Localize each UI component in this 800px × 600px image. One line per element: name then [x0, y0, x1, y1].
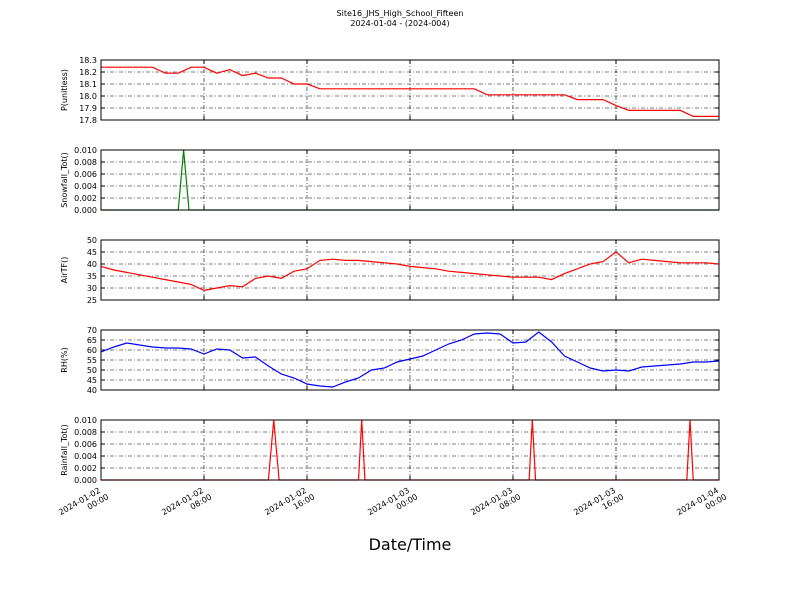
y-tick-label: 35	[87, 272, 97, 281]
y-tick-label: 17.8	[79, 116, 97, 125]
y-tick-label: 65	[87, 336, 97, 345]
data-line	[100, 331, 720, 388]
y-tick-label: 0.008	[74, 428, 97, 437]
plot-frame	[100, 329, 720, 391]
y-tick-label: 18.2	[79, 68, 97, 77]
y-tick-label: 18.0	[79, 92, 97, 101]
y-tick-label: 40	[87, 260, 97, 269]
y-tick-label: 70	[87, 326, 97, 335]
y-tick-label: 50	[87, 366, 97, 375]
y-axis-label: Rainfall_Tot()	[60, 424, 69, 476]
y-tick-label: 0.004	[74, 182, 97, 191]
y-tick-label: 0.010	[74, 146, 97, 155]
y-axis-label: P(unitless)	[60, 69, 69, 111]
y-tick-label: 0.004	[74, 452, 97, 461]
y-tick-label: 55	[87, 356, 97, 365]
plot-frame	[100, 59, 720, 121]
y-axis-label: Snowfall_Tot()	[60, 152, 69, 208]
y-tick-label: 0.002	[74, 194, 97, 203]
y-tick-label: 45	[87, 248, 97, 257]
plot-frame	[100, 239, 720, 301]
y-tick-label: 0.000	[74, 476, 97, 485]
y-axis-label: RH(%)	[60, 347, 69, 372]
y-tick-label: 18.3	[79, 56, 97, 65]
y-tick-label: 0.006	[74, 440, 97, 449]
data-line	[101, 66, 719, 117]
plot-frame	[100, 149, 720, 211]
y-tick-label: 50	[87, 236, 97, 245]
y-tick-label: 18.1	[79, 80, 97, 89]
y-tick-label: 17.9	[79, 104, 97, 113]
y-axis-label: AirTF()	[60, 257, 69, 284]
y-tick-label: 45	[87, 376, 97, 385]
y-tick-label: 0.008	[74, 158, 97, 167]
y-tick-label: 0.006	[74, 170, 97, 179]
data-line	[100, 251, 720, 292]
y-tick-label: 0.000	[74, 206, 97, 215]
y-tick-label: 25	[87, 296, 97, 305]
figure-title: Site16_JHS_High_School_Fifteen	[337, 9, 464, 18]
y-tick-label: 0.002	[74, 464, 97, 473]
y-tick-label: 60	[87, 346, 97, 355]
x-axis-label: Date/Time	[369, 535, 452, 554]
y-tick-label: 30	[87, 284, 97, 293]
figure-subtitle: 2024-01-04 - (2024-004)	[350, 19, 449, 28]
plot-frame	[100, 419, 720, 481]
y-tick-label: 0.010	[74, 416, 97, 425]
y-tick-label: 40	[87, 386, 97, 395]
